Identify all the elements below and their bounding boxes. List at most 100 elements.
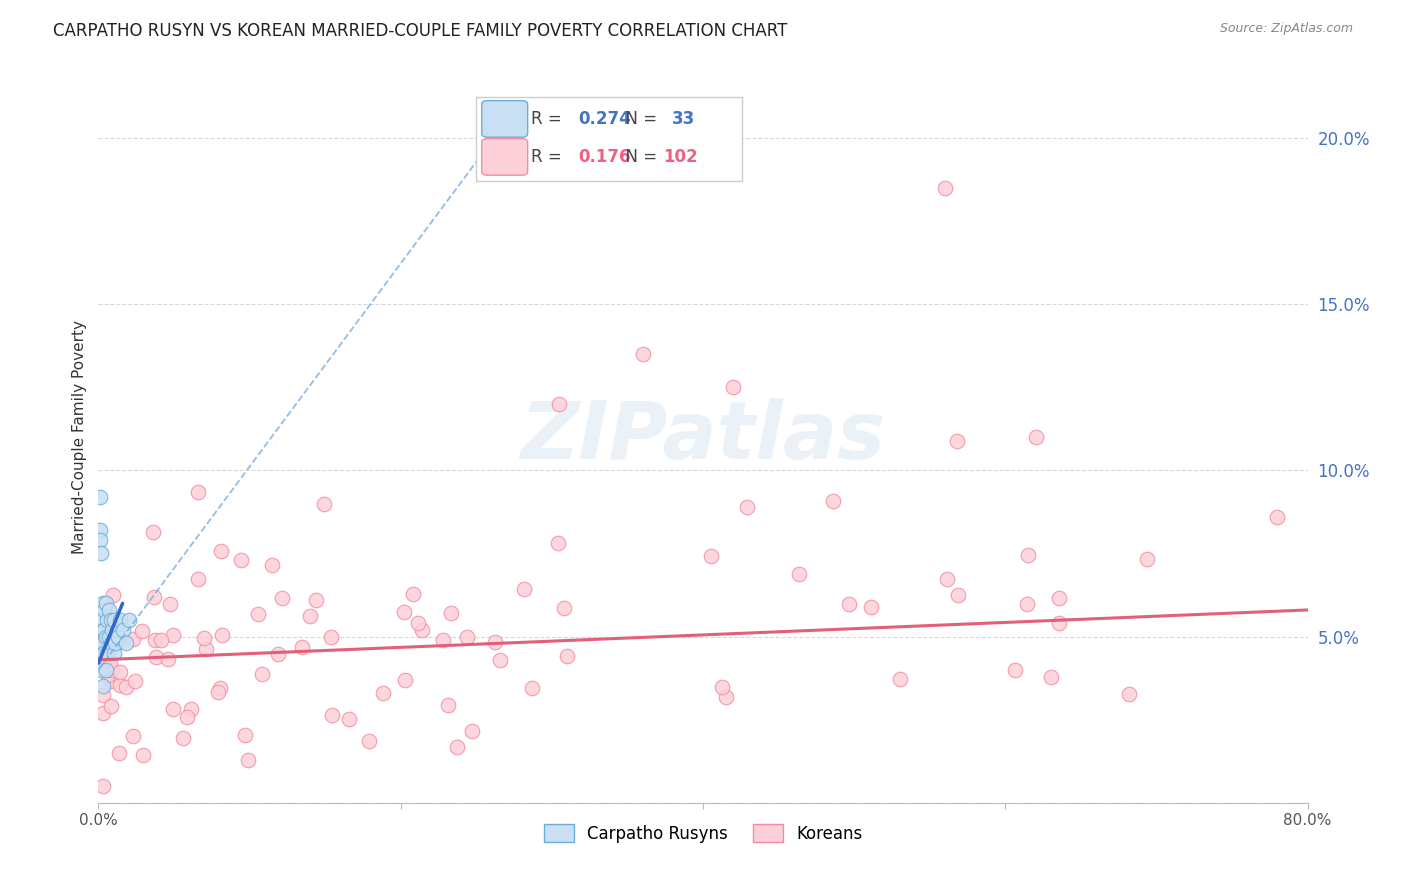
Point: [101, 623, 124, 637]
Point: [513, 582, 536, 596]
Point: [299, 609, 322, 624]
Text: Source: ZipAtlas.com: Source: ZipAtlas.com: [1219, 22, 1353, 36]
Point: [89, 533, 111, 548]
Point: [207, 685, 229, 699]
Point: [631, 347, 654, 361]
Point: [94, 663, 117, 677]
Point: [723, 380, 745, 394]
Text: N =: N =: [614, 148, 657, 166]
Point: [142, 524, 165, 539]
Point: [172, 731, 194, 746]
Point: [321, 630, 343, 644]
Point: [91, 636, 114, 650]
Point: [456, 630, 478, 644]
Text: 0.176: 0.176: [578, 148, 631, 166]
Point: [145, 650, 167, 665]
Point: [108, 634, 131, 648]
Point: [93, 632, 115, 647]
Point: [100, 698, 122, 713]
Point: [180, 702, 202, 716]
Point: [96, 646, 118, 660]
Point: [233, 728, 256, 742]
Point: [1047, 591, 1070, 605]
Point: [555, 648, 578, 663]
Point: [291, 640, 314, 654]
Point: [187, 573, 209, 587]
Point: [157, 652, 180, 666]
Point: [101, 588, 124, 602]
Point: [1136, 552, 1159, 566]
Point: [1047, 615, 1070, 630]
FancyBboxPatch shape: [482, 138, 527, 175]
Point: [211, 627, 233, 641]
Point: [267, 647, 290, 661]
Point: [98, 657, 121, 672]
Point: [548, 397, 571, 411]
Point: [711, 680, 734, 694]
Point: [94, 596, 117, 610]
Text: 102: 102: [664, 148, 697, 166]
Point: [406, 615, 429, 630]
Point: [89, 490, 111, 504]
Point: [143, 633, 166, 648]
Point: [114, 636, 136, 650]
Text: CARPATHO RUSYN VS KOREAN MARRIED-COUPLE FAMILY POVERTY CORRELATION CHART: CARPATHO RUSYN VS KOREAN MARRIED-COUPLE …: [53, 22, 787, 40]
Point: [103, 613, 125, 627]
Point: [359, 734, 381, 748]
Point: [176, 710, 198, 724]
Point: [946, 434, 969, 449]
Point: [461, 724, 484, 739]
Point: [121, 632, 143, 646]
Text: R =: R =: [531, 110, 567, 128]
Point: [93, 646, 115, 660]
Point: [373, 685, 395, 699]
Point: [124, 673, 146, 688]
Point: [208, 681, 231, 695]
Point: [115, 680, 138, 694]
Point: [91, 640, 114, 655]
Point: [236, 753, 259, 767]
Point: [100, 636, 122, 650]
Point: [159, 597, 181, 611]
Point: [118, 613, 141, 627]
Point: [229, 553, 252, 567]
Point: [101, 663, 124, 677]
Point: [108, 746, 131, 760]
Point: [93, 603, 115, 617]
Point: [1017, 548, 1039, 562]
Point: [104, 636, 127, 650]
Point: [716, 690, 738, 704]
Y-axis label: Married-Couple Family Poverty: Married-Couple Family Poverty: [72, 320, 87, 554]
Point: [489, 653, 512, 667]
Point: [91, 688, 114, 702]
Point: [484, 634, 506, 648]
Point: [440, 606, 463, 620]
Point: [838, 597, 860, 611]
Point: [1024, 430, 1046, 444]
Point: [93, 623, 115, 637]
Text: 0.274: 0.274: [578, 110, 631, 128]
Point: [98, 630, 121, 644]
Point: [89, 523, 111, 537]
Point: [432, 633, 454, 648]
Point: [162, 628, 184, 642]
Point: [312, 497, 335, 511]
Point: [91, 623, 114, 637]
Point: [103, 646, 125, 660]
FancyBboxPatch shape: [475, 97, 742, 181]
Text: ZIPatlas: ZIPatlas: [520, 398, 886, 476]
Point: [91, 779, 114, 793]
Point: [402, 587, 425, 601]
Point: [90, 646, 112, 660]
Point: [735, 500, 758, 515]
Point: [90, 613, 112, 627]
Point: [1017, 597, 1039, 611]
Point: [105, 623, 128, 637]
Point: [1118, 687, 1140, 701]
Point: [209, 544, 232, 558]
Point: [1267, 509, 1289, 524]
Point: [392, 605, 415, 619]
Point: [111, 623, 134, 637]
Point: [522, 681, 544, 696]
Point: [934, 180, 956, 194]
